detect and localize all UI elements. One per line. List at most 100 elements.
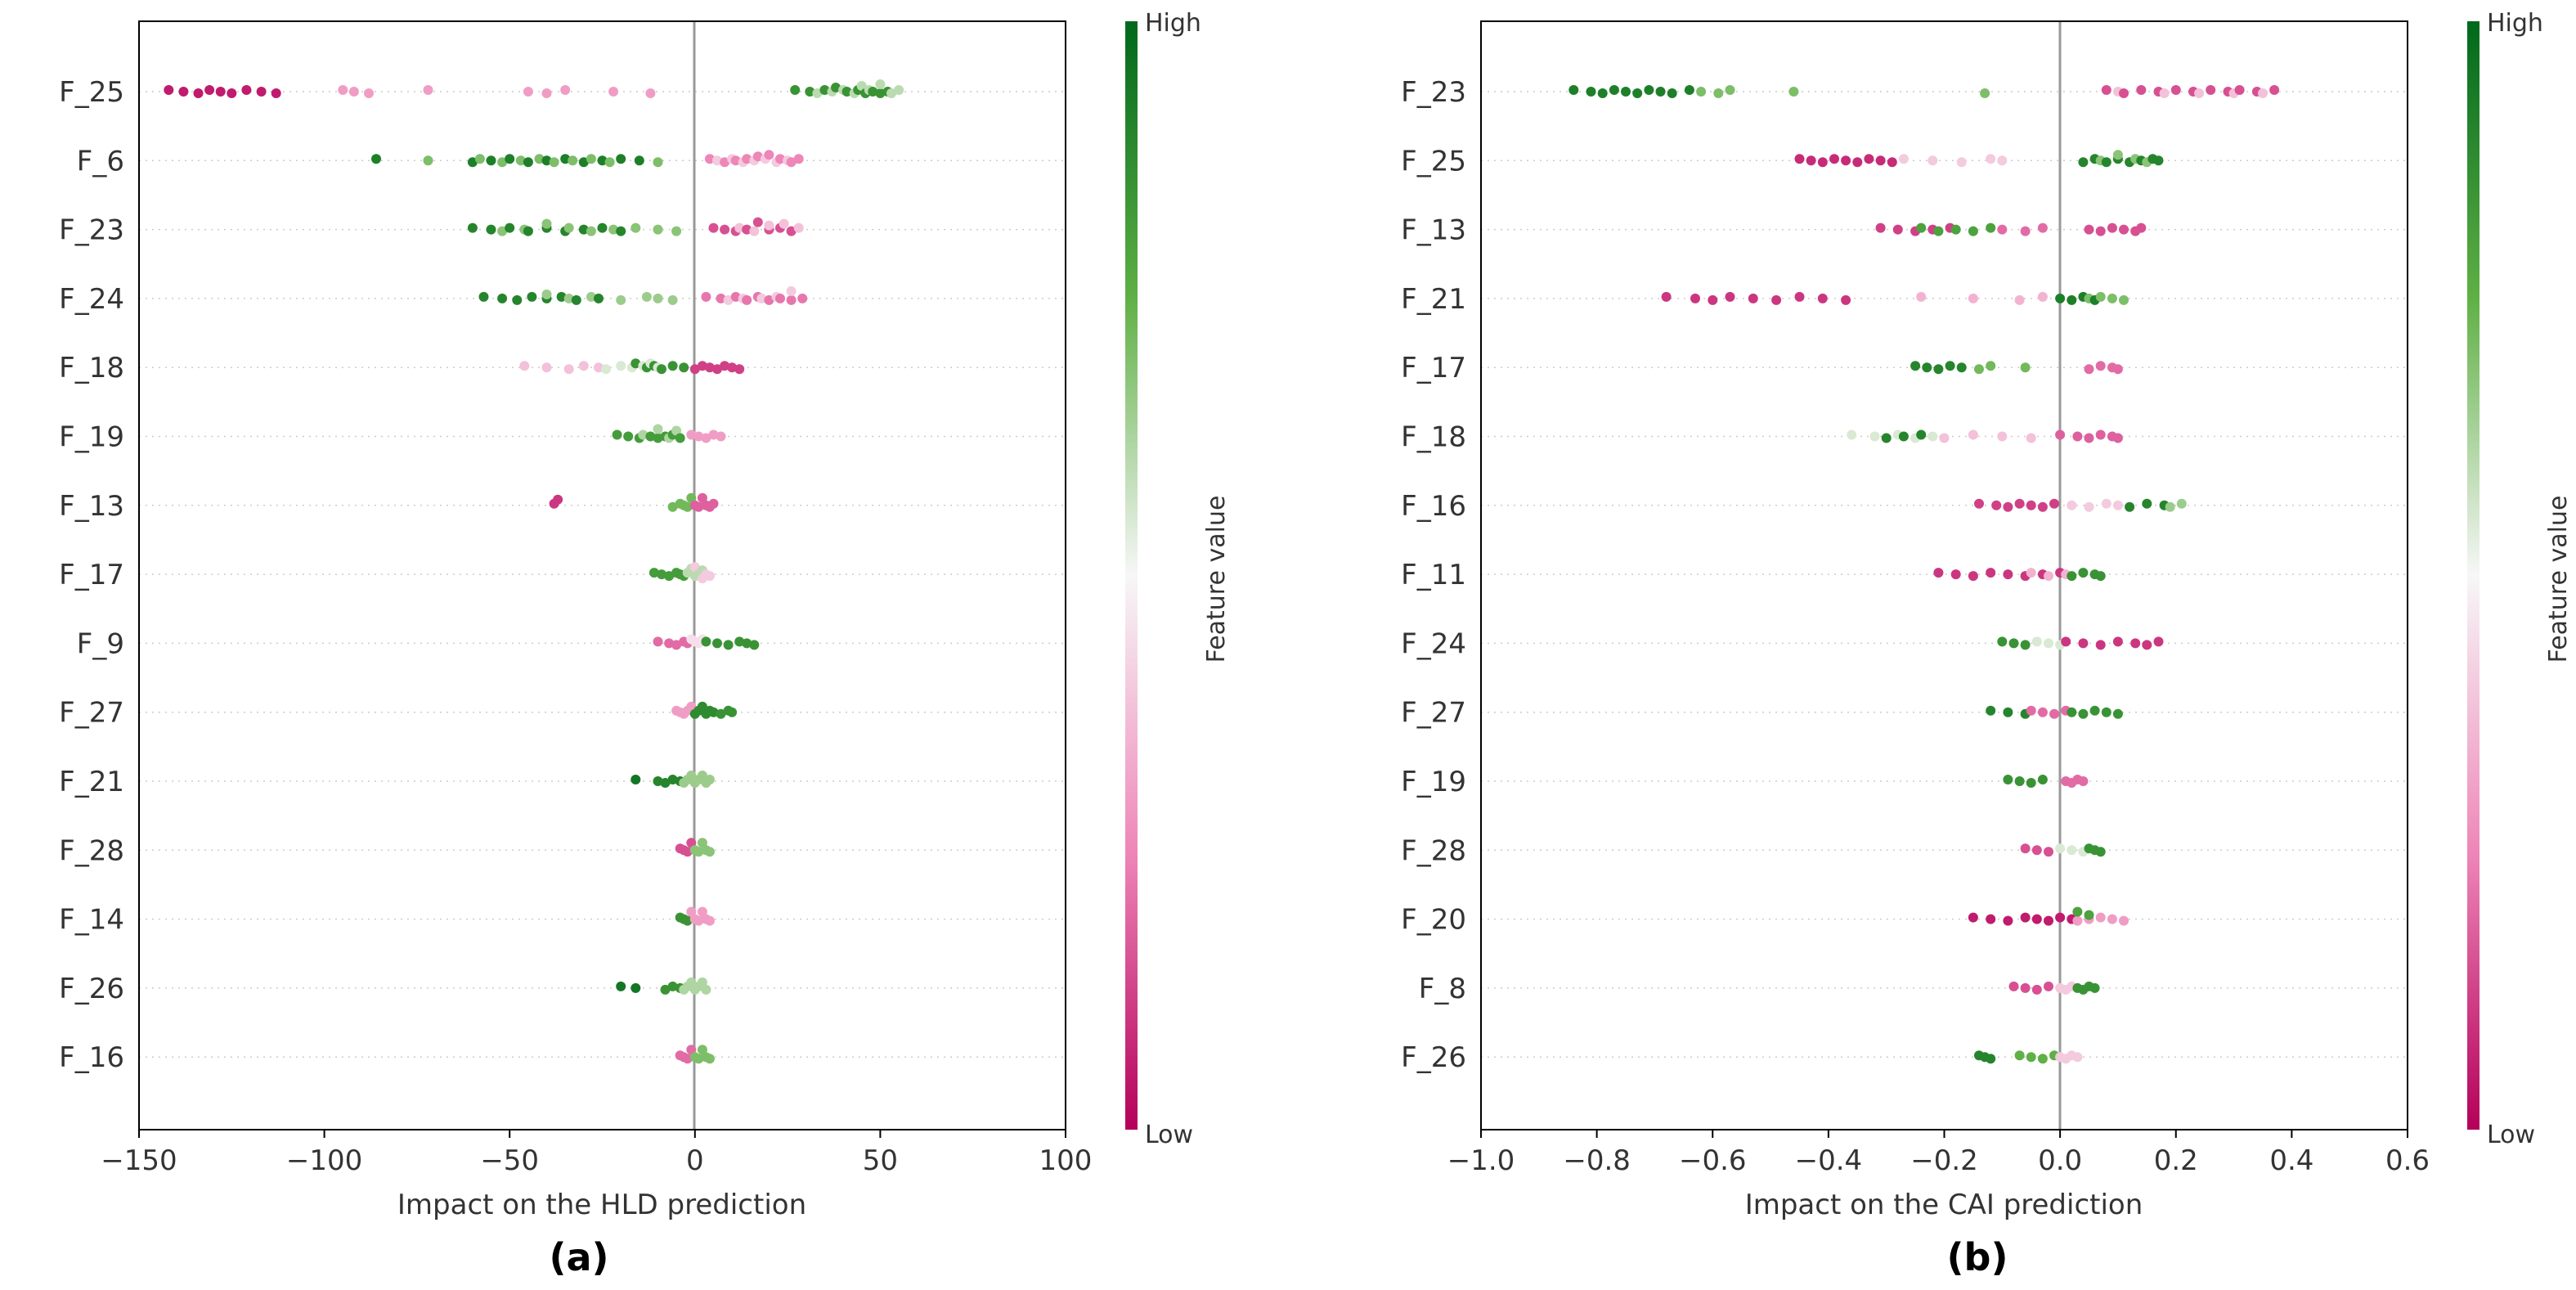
data-point (2101, 498, 2112, 509)
feature-label-f-27: F_27 (59, 697, 124, 730)
data-point (653, 433, 663, 443)
data-point (2206, 85, 2216, 95)
colorbar-title-a: Feature value (1202, 496, 1231, 663)
feature-label-f-28: F_28 (1401, 834, 1466, 867)
data-point (497, 293, 508, 303)
data-point (2037, 1054, 2048, 1064)
data-point (338, 85, 348, 95)
data-point (2026, 778, 2036, 788)
feature-label-f-21: F_21 (1401, 283, 1466, 316)
data-point (1632, 88, 1643, 98)
data-point (697, 838, 707, 848)
data-point (2095, 847, 2106, 857)
feature-label-f-9: F_9 (77, 627, 124, 660)
data-point (742, 638, 752, 649)
data-point (2044, 847, 2053, 857)
data-point (1968, 912, 1978, 923)
data-point (682, 1054, 693, 1064)
data-point (775, 154, 785, 164)
x-axis-label-a: Impact on the HLD prediction (397, 1189, 806, 1221)
data-point (616, 226, 626, 236)
data-point (2269, 85, 2280, 95)
data-point (1794, 154, 1805, 164)
data-point (875, 79, 886, 89)
data-point (1945, 361, 1955, 371)
data-point (616, 981, 626, 991)
data-point (786, 226, 797, 236)
data-point (660, 984, 671, 995)
data-point (1708, 294, 1718, 305)
data-point (779, 218, 789, 229)
data-point (631, 982, 641, 993)
data-point (2020, 982, 2031, 993)
data-point (1986, 914, 1996, 924)
data-point (657, 569, 666, 580)
feature-label-f-13: F_13 (1401, 214, 1466, 247)
data-point (1794, 291, 1805, 302)
data-point (693, 1054, 704, 1064)
data-point (2031, 636, 2042, 647)
data-point (2084, 501, 2094, 512)
data-point (2003, 707, 2013, 717)
data-point (505, 154, 515, 164)
data-point (594, 362, 604, 373)
data-point (686, 1045, 697, 1055)
data-point (1898, 154, 1909, 164)
feature-label-f-24: F_24 (1401, 627, 1466, 660)
data-point (634, 155, 644, 166)
data-point (423, 85, 433, 95)
data-point (704, 915, 715, 926)
plot-frame-a (138, 20, 1066, 1130)
data-point (2130, 638, 2141, 649)
data-point (1956, 362, 1967, 373)
x-tick-label: −150 (101, 1144, 177, 1177)
data-point (2095, 429, 2106, 440)
data-point (1916, 222, 1927, 233)
data-point (2176, 498, 2187, 509)
data-point (1817, 157, 1828, 168)
data-point (704, 775, 715, 784)
data-point (474, 154, 485, 164)
data-point (2153, 155, 2164, 166)
panel-label-b: (b) (1947, 1235, 2008, 1279)
x-tick-label: 0.0 (2038, 1144, 2082, 1177)
data-point (819, 85, 830, 95)
data-point (1655, 87, 1666, 97)
beeswarm-points-b (1568, 85, 2280, 1064)
data-point (701, 984, 711, 995)
data-point (2014, 776, 2025, 786)
data-point (875, 88, 886, 98)
data-point (527, 291, 537, 302)
beeswarm-points-a (164, 79, 904, 1064)
data-point (556, 291, 567, 302)
data-point (723, 294, 734, 305)
data-point (608, 87, 619, 97)
data-point (1986, 568, 1996, 578)
data-point (486, 224, 496, 235)
data-point (204, 85, 215, 95)
data-point (1980, 88, 1990, 98)
data-point (2142, 640, 2152, 650)
data-point (553, 494, 563, 505)
panel-b: F_23 F_25 F_13 F_21 F_17 F_18 F_16 F_11 F_24 F_27… (1401, 9, 2573, 1279)
data-point (2061, 636, 2071, 647)
data-point (631, 775, 641, 784)
data-point (2037, 291, 2048, 302)
data-point (704, 847, 715, 857)
data-point (1986, 361, 1996, 371)
colorbar-title-b: Feature value (2544, 496, 2573, 663)
data-point (1956, 157, 1967, 168)
data-point (1968, 429, 1978, 440)
data-point (497, 226, 508, 236)
feature-label-f-17: F_17 (59, 559, 124, 591)
x-tick-label: 100 (1039, 1144, 1093, 1177)
data-point (749, 640, 760, 650)
feature-label-f-18: F_18 (1401, 421, 1466, 454)
data-point (2072, 1052, 2083, 1063)
data-point (679, 362, 689, 373)
data-point (1725, 291, 1735, 302)
data-point (764, 150, 774, 160)
data-point (686, 838, 697, 848)
data-point (478, 291, 489, 302)
